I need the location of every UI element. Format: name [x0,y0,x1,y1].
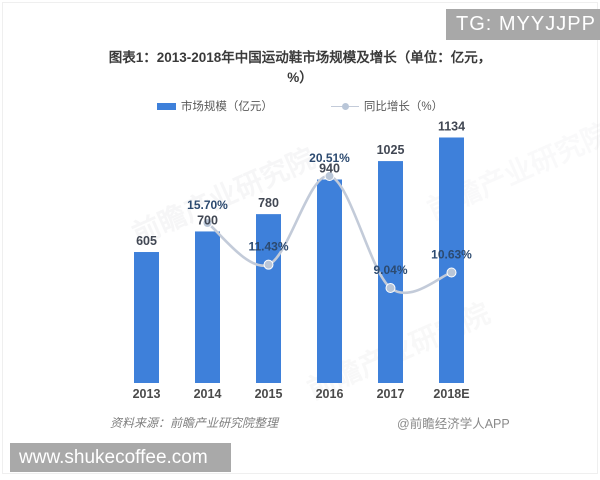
bar-2017 [378,161,403,383]
bar-2014 [195,231,220,383]
bar-2013 [134,252,159,383]
chart-plot-area: 15.70% 11.43% 20.51% 9.04% 10.63% 605 2013 700 2… [133,120,473,401]
growth-rate-label-2018E: 10.63% [431,247,472,261]
legend-label-market-size: 市场规模（亿元） [180,101,273,113]
x-axis-label-2018E: 2018E [433,387,469,401]
line-marker-2016 [324,171,335,182]
legend: 市场规模（亿元） 同比增长（%） [0,98,600,114]
bar-series-swatch-icon [156,102,176,110]
bar-2015 [256,214,281,383]
growth-rate-label-2015: 11.43% [248,240,288,254]
x-axis-label-2013: 2013 [133,387,161,401]
bar-value-label-2018E: 1134 [438,120,465,133]
legend-label-growth: 同比增长（%） [363,101,444,113]
x-axis-label-2015: 2015 [255,387,283,401]
growth-rate-label-2017: 9.04% [373,263,407,277]
growth-rate-label-2014: 15.70% [187,198,228,212]
bar-value-label-2015: 780 [258,196,279,210]
x-axis-label-2017: 2017 [377,387,405,401]
bar-value-label-2013: 605 [136,234,157,248]
bar-value-label-2016: 940 [319,161,340,175]
url-watermark-badge: www.shukecoffee.com [10,443,231,472]
x-axis-label-2016: 2016 [316,387,344,401]
line-marker-2014 [202,217,213,228]
x-axis-label-2014: 2014 [194,387,222,401]
tg-badge: TG: MYYJJPP [446,9,600,40]
growth-rate-label-2016: 20.51% [309,151,350,165]
bar-2018E [439,137,464,383]
line-series-swatch-icon [330,102,359,111]
app-credit: @前瞻经济学人APP [397,417,510,431]
legend-item-market-size: 市场规模（亿元） [156,98,273,114]
line-marker-2017 [385,283,396,294]
figure-border [2,2,598,474]
bar-2016 [317,179,342,383]
bar-value-label-2017: 1025 [377,143,405,157]
data-source-note: 资料来源：前瞻产业研究院整理 [110,416,279,430]
legend-item-growth: 同比增长（%） [330,98,444,114]
line-marker-2015 [263,259,274,270]
chart-title: 图表1：2013-2018年中国运动鞋市场规模及增长（单位：亿元，%） [108,50,492,85]
bar-value-label-2014: 700 [197,213,218,227]
line-marker-2018E [446,267,457,278]
